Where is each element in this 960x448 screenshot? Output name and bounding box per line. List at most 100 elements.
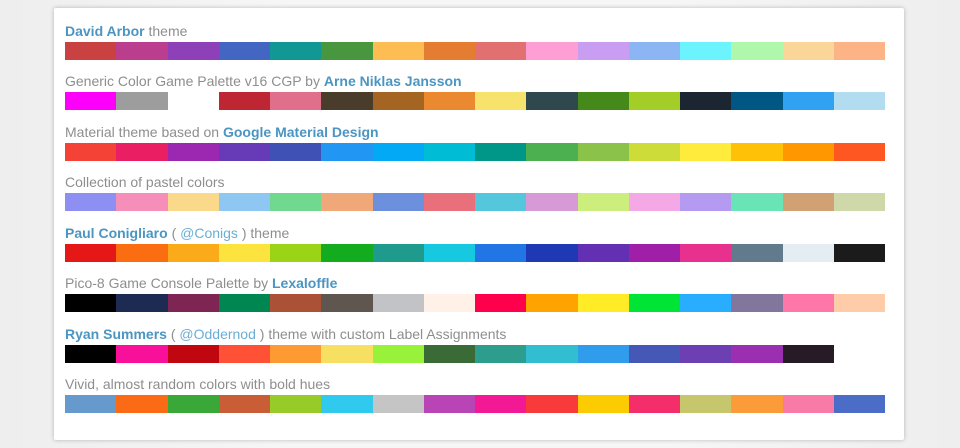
color-swatch[interactable] xyxy=(577,294,629,312)
color-swatch[interactable] xyxy=(577,92,629,110)
color-swatch[interactable] xyxy=(475,294,527,312)
color-swatch[interactable] xyxy=(680,244,732,262)
color-swatch[interactable] xyxy=(423,294,475,312)
color-swatch[interactable] xyxy=(372,92,424,110)
color-swatch[interactable] xyxy=(731,92,783,110)
color-swatch[interactable] xyxy=(577,345,629,363)
color-swatch[interactable] xyxy=(116,42,168,60)
color-swatch[interactable] xyxy=(833,193,885,211)
color-swatch[interactable] xyxy=(321,143,373,161)
author-link[interactable]: Arne Niklas Jansson xyxy=(323,73,462,89)
color-swatch[interactable] xyxy=(833,92,885,110)
color-swatch[interactable] xyxy=(731,294,783,312)
color-swatch[interactable] xyxy=(218,345,270,363)
author-link[interactable]: Lexaloffle xyxy=(272,275,338,291)
color-swatch[interactable] xyxy=(680,42,732,60)
color-swatch[interactable] xyxy=(782,345,834,363)
color-swatch[interactable] xyxy=(526,92,578,110)
color-swatch[interactable] xyxy=(526,294,578,312)
color-swatch[interactable] xyxy=(270,193,322,211)
color-swatch[interactable] xyxy=(526,143,578,161)
color-swatch[interactable] xyxy=(628,143,680,161)
color-swatch[interactable] xyxy=(782,143,834,161)
color-swatch[interactable] xyxy=(321,244,373,262)
color-swatch[interactable] xyxy=(218,193,270,211)
color-swatch[interactable] xyxy=(423,395,475,413)
color-swatch[interactable] xyxy=(167,42,219,60)
color-palette[interactable] xyxy=(65,92,885,110)
color-swatch[interactable] xyxy=(167,345,219,363)
color-swatch[interactable] xyxy=(731,244,783,262)
color-swatch[interactable] xyxy=(680,143,732,161)
color-swatch[interactable] xyxy=(321,92,373,110)
color-swatch[interactable] xyxy=(116,395,168,413)
color-swatch[interactable] xyxy=(167,193,219,211)
color-swatch[interactable] xyxy=(577,244,629,262)
color-palette[interactable] xyxy=(65,143,885,161)
color-swatch[interactable] xyxy=(475,193,527,211)
color-swatch[interactable] xyxy=(65,92,117,110)
color-swatch[interactable] xyxy=(116,92,168,110)
color-swatch[interactable] xyxy=(475,395,527,413)
color-swatch[interactable] xyxy=(321,193,373,211)
author-link[interactable]: Ryan Summers xyxy=(65,326,167,342)
color-swatch[interactable] xyxy=(270,395,322,413)
author-link[interactable]: David Arbor xyxy=(65,23,145,39)
color-swatch[interactable] xyxy=(782,42,834,60)
color-swatch[interactable] xyxy=(526,345,578,363)
color-swatch[interactable] xyxy=(628,92,680,110)
color-swatch[interactable] xyxy=(321,42,373,60)
color-swatch[interactable] xyxy=(372,42,424,60)
color-swatch[interactable] xyxy=(167,244,219,262)
color-palette[interactable] xyxy=(65,42,885,60)
color-swatch[interactable] xyxy=(526,244,578,262)
color-swatch[interactable] xyxy=(218,42,270,60)
color-swatch[interactable] xyxy=(423,92,475,110)
color-swatch[interactable] xyxy=(218,244,270,262)
color-swatch[interactable] xyxy=(423,193,475,211)
color-swatch[interactable] xyxy=(577,143,629,161)
color-swatch[interactable] xyxy=(628,294,680,312)
color-swatch[interactable] xyxy=(270,143,322,161)
color-swatch[interactable] xyxy=(475,143,527,161)
color-swatch[interactable] xyxy=(731,395,783,413)
color-swatch[interactable] xyxy=(526,42,578,60)
color-swatch[interactable] xyxy=(423,244,475,262)
color-swatch[interactable] xyxy=(65,244,117,262)
color-palette[interactable] xyxy=(65,244,885,262)
color-swatch[interactable] xyxy=(167,294,219,312)
color-swatch[interactable] xyxy=(218,143,270,161)
color-swatch[interactable] xyxy=(116,193,168,211)
color-swatch[interactable] xyxy=(628,193,680,211)
color-swatch[interactable] xyxy=(65,395,117,413)
color-swatch[interactable] xyxy=(782,395,834,413)
color-swatch[interactable] xyxy=(628,345,680,363)
color-swatch[interactable] xyxy=(577,395,629,413)
color-swatch[interactable] xyxy=(218,92,270,110)
color-swatch[interactable] xyxy=(833,42,885,60)
color-swatch[interactable] xyxy=(423,345,475,363)
color-swatch[interactable] xyxy=(526,395,578,413)
color-swatch[interactable] xyxy=(116,294,168,312)
color-swatch[interactable] xyxy=(577,193,629,211)
color-swatch[interactable] xyxy=(372,143,424,161)
author-link[interactable]: Google Material Design xyxy=(222,124,379,140)
color-swatch[interactable] xyxy=(680,345,732,363)
color-swatch[interactable] xyxy=(372,395,424,413)
color-swatch[interactable] xyxy=(65,42,117,60)
color-swatch[interactable] xyxy=(321,345,373,363)
color-swatch[interactable] xyxy=(270,294,322,312)
color-swatch[interactable] xyxy=(218,294,270,312)
color-swatch[interactable] xyxy=(782,193,834,211)
color-palette[interactable] xyxy=(65,294,885,312)
color-palette[interactable] xyxy=(65,193,885,211)
color-swatch[interactable] xyxy=(475,345,527,363)
color-palette[interactable] xyxy=(65,395,885,413)
color-swatch[interactable] xyxy=(680,395,732,413)
color-swatch[interactable] xyxy=(270,92,322,110)
color-swatch[interactable] xyxy=(475,244,527,262)
color-swatch[interactable] xyxy=(782,92,834,110)
color-swatch[interactable] xyxy=(167,395,219,413)
color-swatch[interactable] xyxy=(833,395,885,413)
author-link[interactable]: Paul Conigliaro xyxy=(65,225,168,241)
